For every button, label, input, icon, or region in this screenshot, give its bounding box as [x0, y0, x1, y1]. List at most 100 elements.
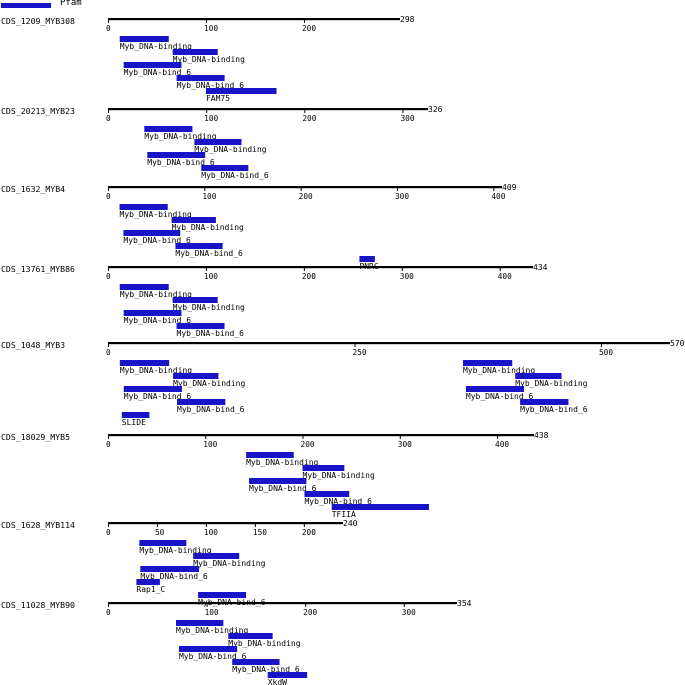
- protein-name: CDS_11028_MYB90: [1, 600, 75, 610]
- axis-tick: [303, 18, 305, 23]
- length-label: 570: [670, 339, 685, 348]
- tick-label: 200: [299, 192, 313, 201]
- protein-track: CDS_1632_MYB4 409 0 100 200 300 400 Myb_DNA-bin…: [1, 183, 517, 271]
- axis-tick: [305, 602, 307, 607]
- tick-label: 300: [402, 608, 416, 617]
- legend-label: Pfam: [60, 0, 82, 8]
- axis-tick: [108, 434, 109, 439]
- domain-label: Rap1_C: [136, 585, 165, 594]
- tick-label: 0: [106, 440, 111, 449]
- domain-bar: [147, 152, 206, 158]
- length-label: 326: [428, 105, 443, 114]
- domain-bar: [175, 243, 223, 249]
- tick-label: 400: [498, 272, 512, 281]
- domain-label: Myb_DNA-binding: [172, 223, 244, 232]
- domain-label: Myb_DNA-bind_6: [179, 652, 247, 661]
- tick-label: 200: [301, 440, 315, 449]
- domain-bar: [198, 592, 247, 598]
- domain-bar: [462, 360, 513, 366]
- domain-bar: [205, 88, 277, 94]
- domain-bar: [520, 399, 569, 405]
- domain-label: Myb_DNA-binding: [173, 379, 245, 388]
- domain-label: Myb_DNA-binding: [120, 290, 192, 299]
- protein-track: CDS_11028_MYB90 354 0 100 200 300 Myb_DNA-bind…: [1, 599, 472, 685]
- domain-label: Myb_DNA-binding: [173, 303, 245, 312]
- tick-label: 200: [302, 114, 316, 123]
- tick-label: 300: [395, 192, 409, 201]
- tick-label: 300: [400, 272, 414, 281]
- sequence-axis: [108, 522, 343, 525]
- protein-track: CDS_18029_MYB5 438 0 100 200 300 400 Myb_DNA-bi…: [1, 431, 549, 519]
- tick-label: 100: [204, 24, 218, 33]
- domain-label: Myb_DNA-bind_6: [304, 497, 372, 506]
- axis-tick: [399, 434, 401, 439]
- domain-label: Myb_DNA-bind_6: [201, 171, 269, 180]
- domain-label: Myb_DNA-bind_6: [124, 392, 192, 401]
- tick-label: 200: [302, 24, 316, 33]
- length-label: 240: [343, 519, 358, 528]
- tick-label: 0: [106, 528, 111, 537]
- axis-tick: [401, 266, 403, 271]
- domain-label: Myb_DNA-bind_6: [177, 81, 245, 90]
- domain-bar: [246, 452, 294, 458]
- protein-track: CDS_20213_MYB23 326 0 100 200 300 Myb_DNA-bind…: [1, 105, 443, 180]
- sequence-axis: [108, 186, 502, 189]
- domain-bar: [121, 412, 150, 418]
- domain-label: Myb_DNA-binding: [228, 639, 300, 648]
- tick-label: 200: [303, 608, 317, 617]
- sequence-axis: [108, 18, 400, 21]
- protein-track: CDS_13761_MYB86 434 0 100 200 300 400 Myb_DNA-b…: [1, 263, 548, 338]
- axis-tick: [108, 108, 109, 113]
- tick-label: 0: [106, 608, 111, 617]
- domain-bar: [144, 126, 193, 132]
- tick-label: 100: [202, 192, 216, 201]
- protein-name: CDS_18029_MYB5: [1, 432, 70, 442]
- sequence-axis: [108, 342, 670, 345]
- domain-label: Myb_DNA-binding: [193, 559, 265, 568]
- tick-label: 500: [599, 348, 613, 357]
- protein-name: CDS_1209_MYB308: [1, 16, 75, 26]
- domain-bar: [176, 323, 225, 329]
- domain-bar: [173, 373, 219, 379]
- tick-label: 100: [204, 528, 218, 537]
- domain-bar: [123, 310, 182, 316]
- sequence-axis: [108, 266, 533, 269]
- domain-bar: [172, 297, 218, 303]
- domain-label: Myb_DNA-bind_6: [177, 329, 245, 338]
- tick-label: 0: [106, 272, 111, 281]
- axis-tick: [354, 342, 356, 347]
- domain-label: Myb_DNA-bind_6: [124, 316, 192, 325]
- axis-tick: [403, 602, 405, 607]
- domain-bar: [119, 360, 170, 366]
- tick-label: 300: [398, 440, 412, 449]
- tick-label: 50: [155, 528, 165, 537]
- axis-tick: [600, 342, 602, 347]
- axis-tick: [108, 522, 109, 527]
- axis-tick: [108, 602, 109, 607]
- tick-label: 100: [204, 272, 218, 281]
- axis-tick: [396, 186, 398, 191]
- axis-tick: [300, 186, 302, 191]
- tick-label: 100: [203, 440, 217, 449]
- sequence-axis: [108, 602, 457, 605]
- domain-label: Myb_DNA-binding: [515, 379, 587, 388]
- domain-label: Myb_DNA-binding: [194, 145, 266, 154]
- tick-label: 400: [495, 440, 509, 449]
- tick-label: 250: [352, 348, 366, 357]
- domain-bar: [119, 204, 168, 210]
- domain-bar: [515, 373, 562, 379]
- protein-name: CDS_1632_MYB4: [1, 184, 65, 194]
- domain-label: XkdW: [268, 678, 287, 685]
- domain-label: TFIIA: [332, 510, 356, 519]
- domain-label: Myb_DNA-bind_6: [232, 665, 300, 674]
- protein-name: CDS_1048_MYB3: [1, 340, 65, 350]
- domain-bar: [465, 386, 525, 392]
- legend: Pfam: [0, 0, 120, 12]
- domain-bar: [119, 36, 169, 42]
- domain-label: Myb_DNA-binding: [120, 210, 192, 219]
- tick-label: 300: [400, 114, 414, 123]
- axis-tick: [204, 186, 206, 191]
- domain-bar: [140, 566, 200, 572]
- axis-tick: [303, 266, 305, 271]
- tick-label: 0: [106, 114, 111, 123]
